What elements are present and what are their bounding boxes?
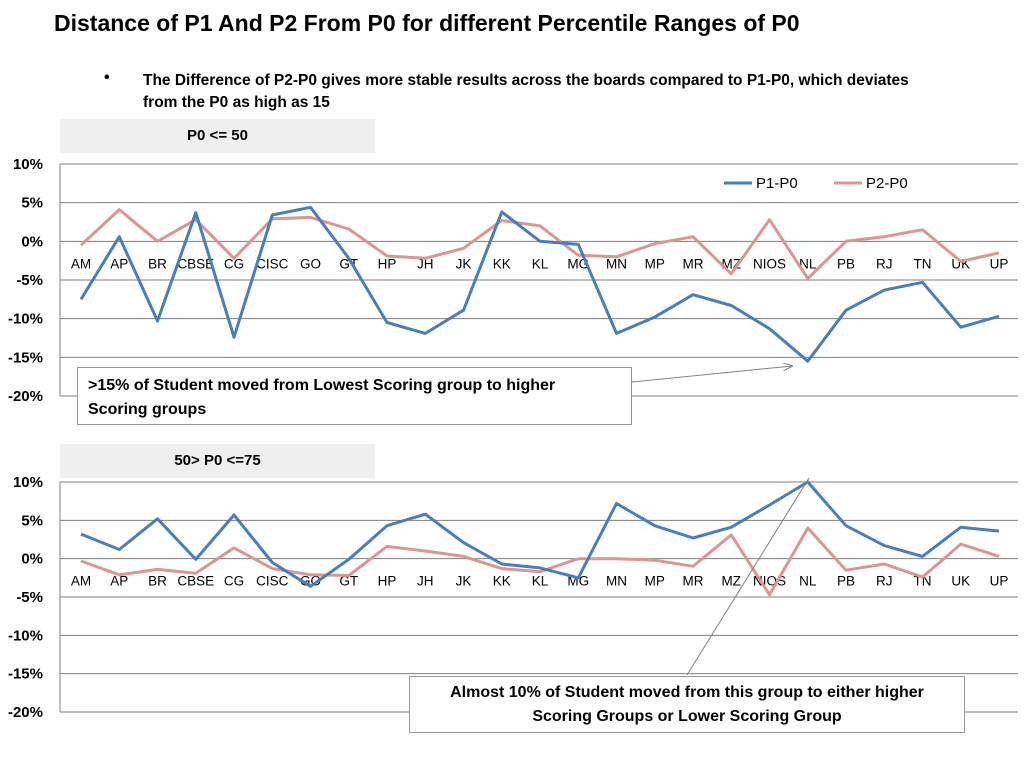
y-tick-label: 5% [21,512,43,529]
x-tick-label: KK [493,574,511,589]
x-tick-label: MP [645,256,665,271]
x-tick-label: AM [71,256,91,271]
bullet-text: The Difference of P2-P0 gives more stabl… [143,72,909,111]
x-tick-label: UP [990,256,1009,271]
x-tick-label: MR [683,256,704,271]
x-tick-label: BR [148,256,167,271]
chart-bottom: 10% 5% 0% -5% -10% -15% -20% AM AP BR CBSE CG CISC GO… [8,474,1018,721]
x-tick-label: GO [300,256,321,271]
x-tick-label: PB [837,256,855,271]
x-tick-label: MP [645,574,665,589]
series-line-p2-p0 [80,526,1000,597]
x-tick-label: PB [837,574,855,589]
y-tick-label: 0% [21,551,43,568]
x-tick-label: JK [456,256,472,271]
x-tick-label: MZ [722,574,742,589]
x-tick-label: UK [951,574,970,589]
range-label-bottom: 50> P0 <=75 [60,444,375,478]
y-tick-label: 5% [21,195,43,212]
x-tick-label: CG [224,256,244,271]
range-label-top: P0 <= 50 [60,119,375,153]
x-tick-label: AM [71,574,91,589]
x-tick-label: HP [378,574,397,589]
chart-top: 10% 5% 0% -5% -10% -15% -20% AM AP BR CBSE CG CISC GO… [8,156,1018,405]
y-tick-label: -15% [8,349,43,366]
x-tick-label: CG [224,574,244,589]
y-tick-label: -5% [16,272,43,289]
y-tick-label: -10% [8,627,43,644]
y-tick-label: -10% [8,311,43,328]
annotation-arrow-bottom [686,477,810,676]
x-tick-label: NL [799,256,817,271]
legend-label: P2-P0 [866,175,908,192]
x-tick-label: GO [300,574,321,589]
y-tick-label: 10% [13,156,43,173]
x-tick-label: AP [110,256,128,271]
x-tick-label: MN [606,256,627,271]
x-tick-label: HP [378,256,397,271]
x-tick-label: RJ [876,574,893,589]
x-tick-label: TN [914,574,932,589]
annotation-top: >15% of Student moved from Lowest Scorin… [77,367,632,425]
y-tick-label: 10% [13,474,43,491]
y-tick-label: -5% [16,589,43,606]
bullet-marker: • [104,69,110,86]
x-tick-label: JH [417,256,434,271]
x-tick-label: CBSE [177,574,214,589]
y-tick-label: -15% [8,666,43,683]
legend-label: P1-P0 [756,175,798,192]
annotation-bottom: Almost 10% of Student moved from this gr… [409,676,965,733]
x-tick-label: MR [683,574,704,589]
x-tick-label: CBSE [177,256,214,271]
x-tick-label: BR [148,574,167,589]
x-tick-label: GT [339,574,358,589]
series-line-p2-p0 [79,208,1000,280]
series-line-p1-p0 [80,480,1000,588]
y-tick-label: 0% [21,233,43,250]
x-tick-label: NIOS [753,256,786,271]
x-tick-label: RJ [876,256,893,271]
x-tick-label: MN [606,574,627,589]
y-tick-label: -20% [8,388,43,405]
x-tick-label: JH [417,574,434,589]
slide-title: Distance of P1 And P2 From P0 for differ… [54,10,800,36]
y-tick-label: -20% [8,704,43,721]
x-tick-label: UP [990,574,1009,589]
x-tick-label: NL [799,574,817,589]
x-tick-label: KL [532,574,549,589]
annotation-arrow-top [631,366,792,383]
x-tick-label: JK [456,574,472,589]
x-tick-label: AP [110,574,128,589]
x-tick-label: KL [532,256,549,271]
x-tick-label: TN [914,256,932,271]
x-tick-label: CISC [256,574,289,589]
series-line-p1-p0 [79,205,1000,363]
x-tick-label: CISC [256,256,289,271]
x-tick-label: KK [493,256,511,271]
